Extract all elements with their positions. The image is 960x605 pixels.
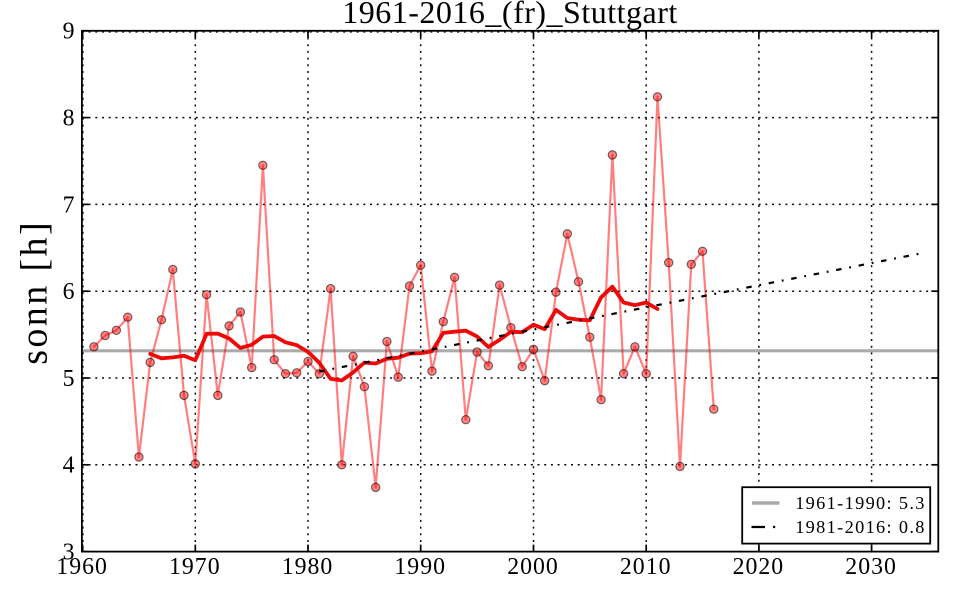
svg-text:2010: 2010 xyxy=(620,554,672,580)
svg-text:7: 7 xyxy=(63,192,75,218)
svg-text:1960: 1960 xyxy=(56,554,108,580)
svg-text:1961-2016_(fr)_Stuttgart: 1961-2016_(fr)_Stuttgart xyxy=(342,0,678,30)
svg-text:2030: 2030 xyxy=(845,554,897,580)
svg-text:1990: 1990 xyxy=(394,554,446,580)
svg-text:1961-1990: 5.3: 1961-1990: 5.3 xyxy=(795,493,926,513)
svg-text:2000: 2000 xyxy=(507,554,559,580)
svg-text:sonn [h]: sonn [h] xyxy=(14,220,56,365)
svg-text:2020: 2020 xyxy=(733,554,785,580)
svg-text:8: 8 xyxy=(63,106,75,132)
svg-text:6: 6 xyxy=(63,279,75,305)
svg-text:4: 4 xyxy=(63,453,75,479)
svg-text:5: 5 xyxy=(63,366,75,392)
svg-text:3: 3 xyxy=(63,540,75,566)
svg-text:1970: 1970 xyxy=(169,554,221,580)
svg-text:1980: 1980 xyxy=(282,554,334,580)
svg-text:1981-2016: 0.8: 1981-2016: 0.8 xyxy=(795,517,926,537)
svg-text:9: 9 xyxy=(63,19,75,45)
